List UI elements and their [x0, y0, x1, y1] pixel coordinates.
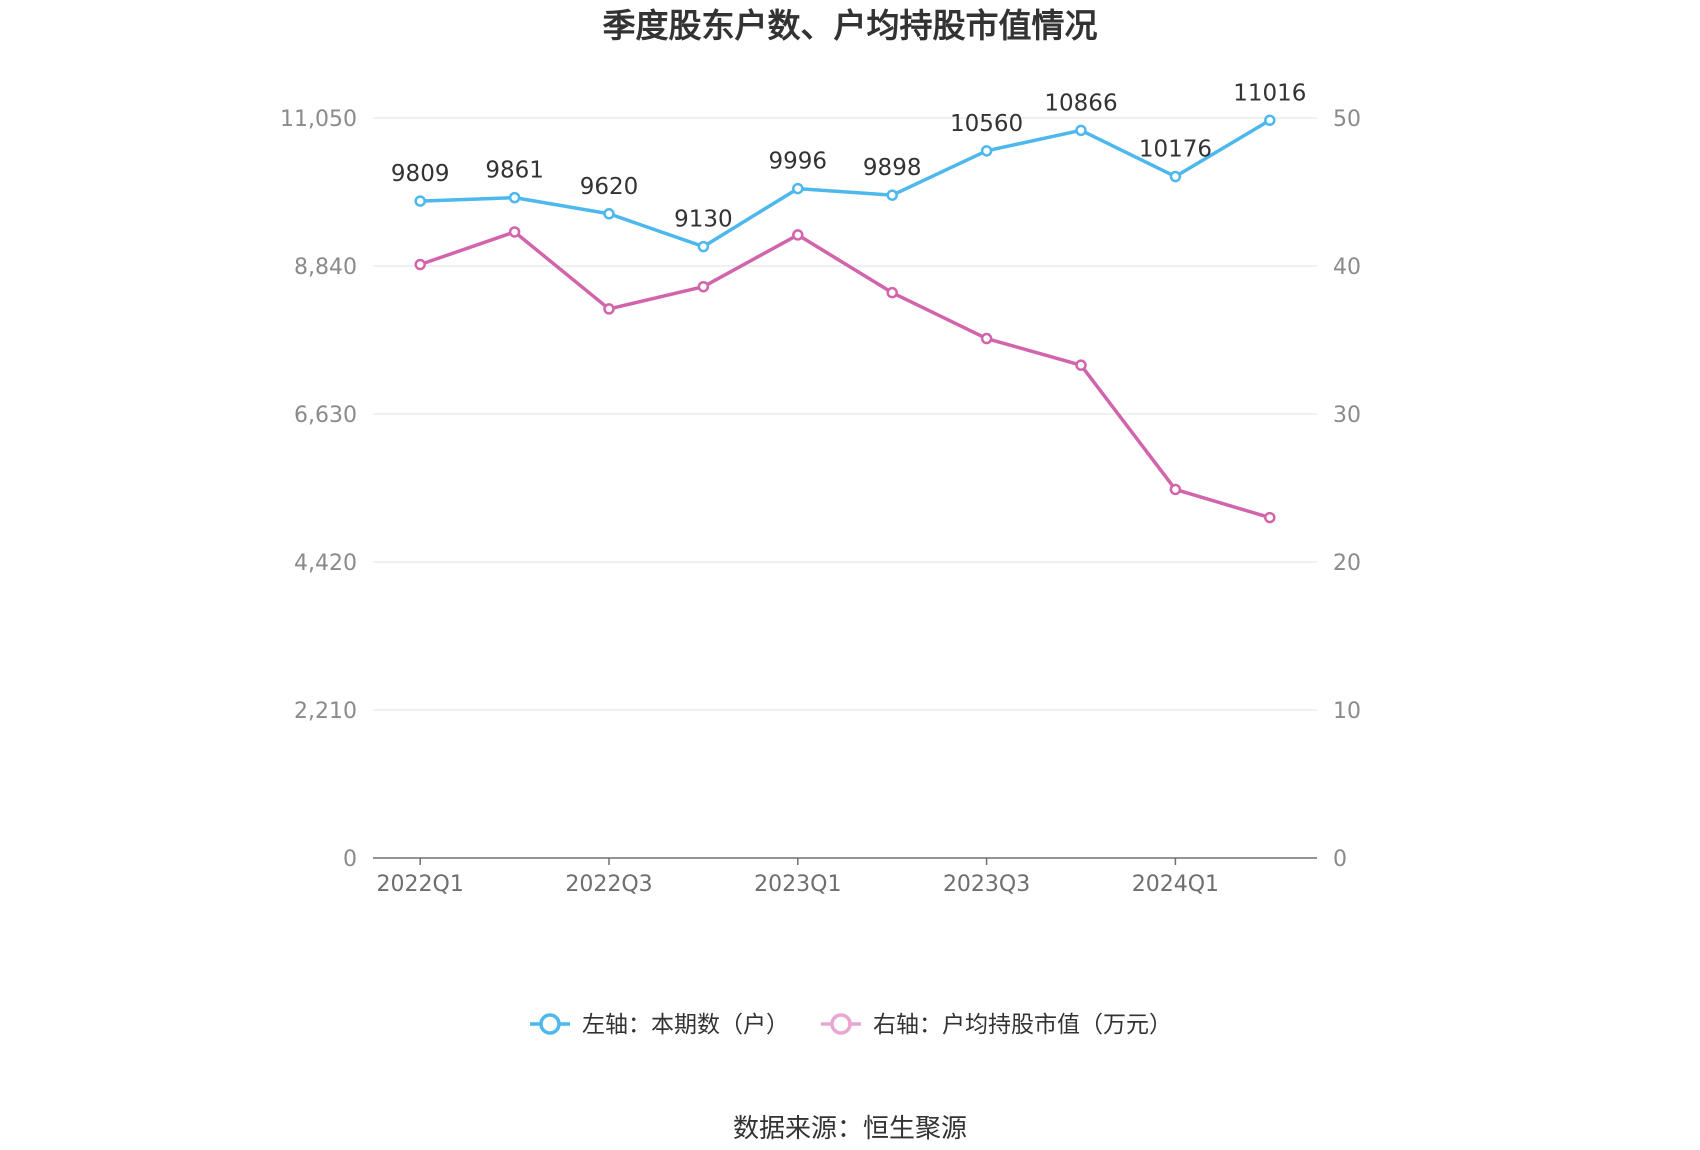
data-label: 9996	[769, 149, 828, 175]
y-right-tick-label: 50	[1333, 107, 1361, 132]
data-label: 9130	[674, 207, 733, 233]
y-left-tick-label: 6,630	[294, 403, 357, 428]
y-left-tick-label: 4,420	[294, 551, 357, 576]
x-axis: 2022Q1 2022Q3 2023Q1 2023Q3 2024Q1	[373, 857, 1317, 897]
legend-marker	[539, 1013, 561, 1035]
x-tick-label: 2023Q3	[943, 872, 1030, 897]
legend-item-2: 右轴：户均持股市值（万元）	[821, 1012, 1172, 1038]
data-point	[1264, 511, 1276, 524]
data-label: 9620	[580, 174, 639, 200]
data-label: 9898	[863, 155, 922, 181]
data-point	[603, 208, 615, 220]
data-point	[508, 191, 521, 204]
data-point	[697, 240, 710, 253]
data-point	[414, 258, 426, 271]
x-tick-label: 2022Q1	[377, 872, 464, 897]
y-axis-left: 0 2,210 4,420 6,630 8,840 11,050	[280, 107, 357, 872]
y-right-tick-label: 20	[1333, 551, 1361, 576]
data-point	[980, 332, 993, 345]
y-right-tick-label: 10	[1333, 699, 1361, 724]
legend-label: 右轴：户均持股市值（万元）	[873, 1012, 1172, 1038]
legend: 左轴：本期数（户） 右轴：户均持股市值（万元）	[530, 1012, 1172, 1038]
data-point	[886, 189, 898, 201]
data-point	[414, 195, 426, 207]
y-left-tick-label: 0	[343, 847, 357, 872]
y-left-tick-label: 8,840	[294, 255, 357, 280]
legend-item-1: 左轴：本期数（户）	[530, 1012, 789, 1038]
data-label: 11016	[1233, 80, 1306, 106]
y-left-tick-label: 2,210	[294, 699, 357, 724]
data-point	[980, 145, 993, 157]
data-point	[603, 303, 615, 315]
x-tick-label: 2024Q1	[1132, 872, 1219, 897]
data-point	[508, 226, 521, 238]
data-point	[1075, 359, 1087, 371]
data-point	[792, 229, 804, 241]
data-label: 9861	[485, 158, 544, 184]
legend-label: 左轴：本期数（户）	[582, 1012, 789, 1038]
legend-marker	[830, 1013, 852, 1035]
source-note: 数据来源：恒生聚源	[733, 1114, 967, 1144]
series-line-2	[419, 230, 1271, 520]
x-tick-label: 2022Q3	[565, 872, 652, 897]
data-point	[1169, 483, 1182, 496]
y-right-tick-label: 40	[1333, 255, 1361, 280]
data-point	[1075, 124, 1087, 137]
data-point	[697, 280, 710, 293]
y-left-tick-label: 11,050	[280, 107, 357, 132]
data-label: 9809	[391, 161, 450, 187]
series-line-1	[420, 118, 1271, 249]
series-layer: 9809 9861 9620 9130 9996 9898 10560 10866 10176 1…	[391, 80, 1306, 524]
y-right-tick-label: 30	[1333, 403, 1361, 428]
data-label: 10560	[950, 111, 1023, 137]
data-point	[792, 182, 804, 195]
data-point	[1169, 170, 1182, 183]
y-axis-right: 0 10 20 30 40 50	[1333, 107, 1361, 872]
chart-title: 季度股东户数、户均持股市值情况	[603, 6, 1098, 45]
x-tick-label: 2023Q1	[754, 872, 841, 897]
y-right-tick-label: 0	[1333, 847, 1347, 872]
grid-lines	[373, 117, 1317, 711]
data-point	[1264, 114, 1276, 127]
data-label: 10866	[1044, 90, 1117, 116]
data-point	[886, 286, 898, 299]
data-label: 10176	[1139, 137, 1212, 163]
